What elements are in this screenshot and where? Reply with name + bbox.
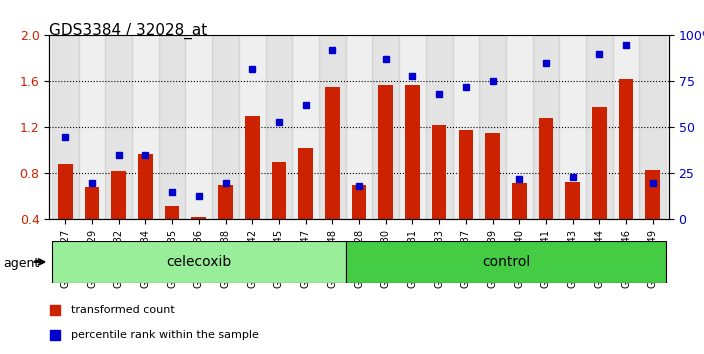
Bar (319, 35, 346, 219)
Bar (426, 35, 453, 219)
Bar (453, 35, 479, 219)
Bar (292, 35, 319, 219)
Bar (346, 35, 372, 219)
Bar (298, 148, 313, 219)
Bar (372, 35, 399, 219)
Text: transformed count: transformed count (71, 305, 175, 315)
Bar (586, 35, 612, 219)
Bar (265, 35, 292, 219)
Bar (185, 35, 212, 219)
Bar (111, 171, 126, 219)
Bar (506, 35, 533, 219)
Bar (239, 35, 265, 219)
Text: agent: agent (4, 257, 39, 270)
Bar (405, 85, 420, 219)
Text: percentile rank within the sample: percentile rank within the sample (71, 330, 259, 339)
Bar (399, 35, 426, 219)
Bar (592, 107, 607, 219)
Bar (458, 130, 473, 219)
Text: control: control (482, 255, 530, 269)
Bar (52, 241, 346, 283)
Bar (639, 35, 666, 219)
Bar (191, 217, 206, 219)
Bar (52, 35, 79, 219)
Bar (646, 170, 660, 219)
Bar (212, 35, 239, 219)
Bar (352, 185, 366, 219)
Bar (379, 85, 393, 219)
Bar (272, 162, 287, 219)
Text: GDS3384 / 32028_at: GDS3384 / 32028_at (49, 23, 208, 39)
Bar (485, 133, 500, 219)
Bar (138, 154, 153, 219)
Bar (565, 182, 580, 219)
Bar (132, 35, 159, 219)
Bar (539, 118, 553, 219)
Text: celecoxib: celecoxib (166, 255, 232, 269)
Bar (245, 116, 260, 219)
Bar (346, 241, 666, 283)
Bar (432, 125, 446, 219)
Bar (619, 79, 634, 219)
Bar (106, 35, 132, 219)
Bar (559, 35, 586, 219)
Bar (79, 35, 106, 219)
Bar (58, 164, 73, 219)
Bar (533, 35, 559, 219)
Bar (165, 206, 180, 219)
Bar (612, 35, 639, 219)
Bar (84, 187, 99, 219)
Bar (325, 87, 340, 219)
Bar (479, 35, 506, 219)
Bar (512, 183, 527, 219)
Bar (159, 35, 185, 219)
Bar (218, 185, 233, 219)
